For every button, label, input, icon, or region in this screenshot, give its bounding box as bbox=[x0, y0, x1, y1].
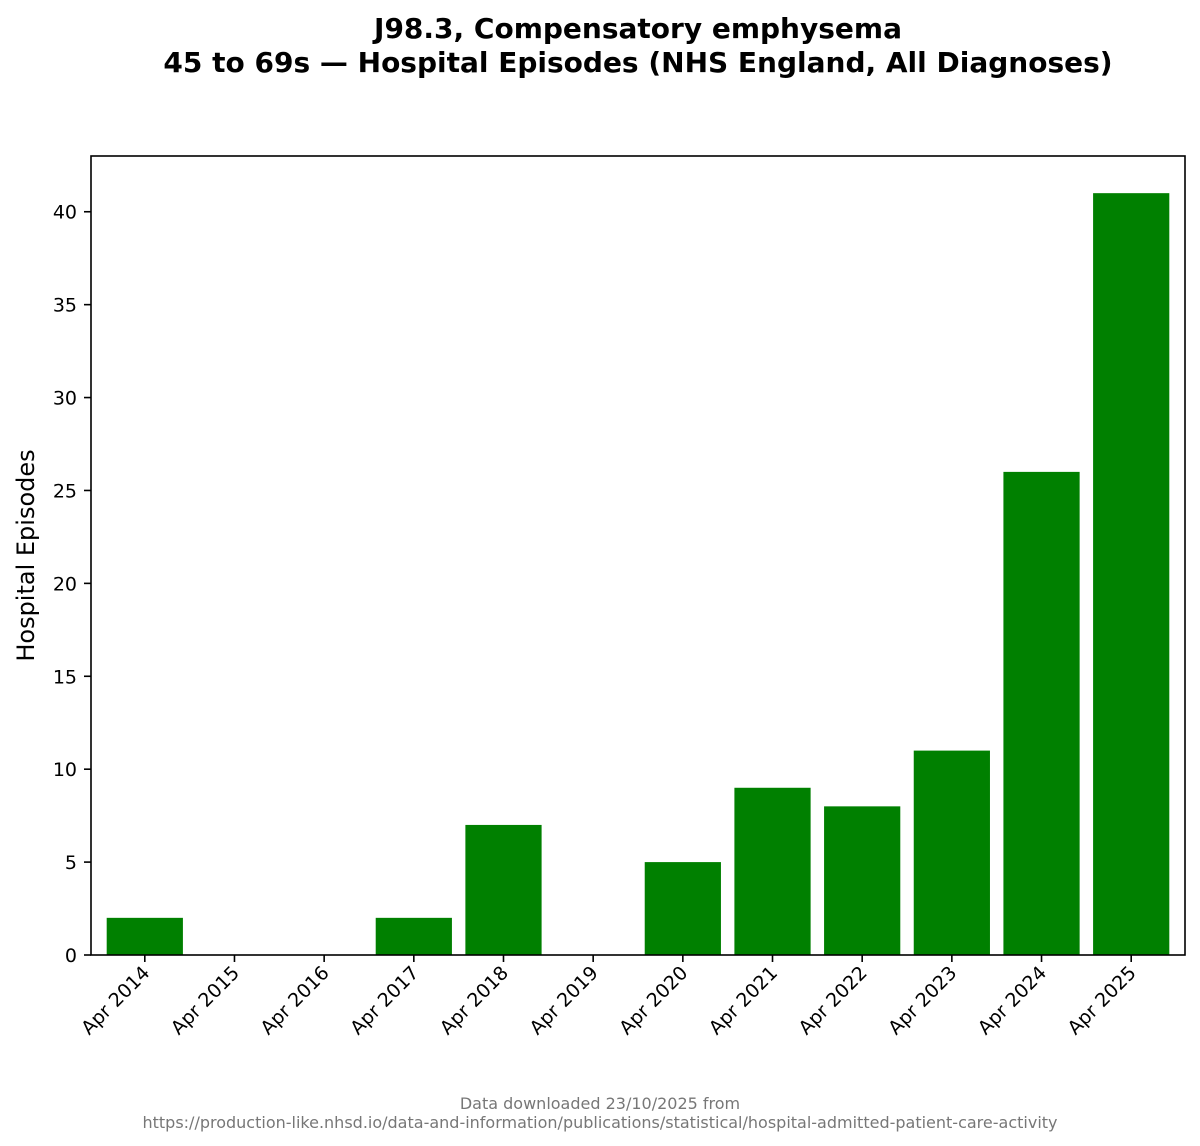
bars-group bbox=[106, 193, 1170, 956]
data-source-note: Data downloaded 23/10/2025 from https://… bbox=[0, 1094, 1200, 1132]
bar-apr-2014 bbox=[106, 917, 183, 955]
x-tick-label: Apr 2019 bbox=[525, 962, 602, 1039]
bar-apr-2022 bbox=[824, 806, 901, 955]
x-tick-label: Apr 2016 bbox=[256, 962, 333, 1039]
bar-apr-2025 bbox=[1093, 193, 1170, 956]
data-source-line-1: Data downloaded 23/10/2025 from bbox=[459, 1094, 741, 1113]
x-tick-label: Apr 2020 bbox=[615, 962, 692, 1039]
y-tick-label: 25 bbox=[53, 480, 77, 502]
data-source-url: https://production-like.nhsd.io/data-and… bbox=[142, 1113, 1058, 1132]
bar-apr-2021 bbox=[734, 787, 811, 955]
y-tick-label: 20 bbox=[53, 573, 77, 595]
x-tick-label: Apr 2018 bbox=[436, 962, 513, 1039]
x-tick-label: Apr 2025 bbox=[1063, 962, 1140, 1039]
y-tick-label: 35 bbox=[53, 295, 77, 317]
y-tick-label: 15 bbox=[53, 666, 77, 688]
chart-title-line-1: J98.3, Compensatory emphysema bbox=[374, 12, 902, 45]
plot-frame bbox=[90, 155, 1186, 956]
x-tick-label: Apr 2015 bbox=[167, 962, 244, 1039]
bar-apr-2024 bbox=[1003, 471, 1080, 955]
y-tick-label: 10 bbox=[53, 759, 77, 781]
x-tick-label: Apr 2017 bbox=[346, 962, 423, 1039]
chart-title: J98.3, Compensatory emphysema 45 to 69s … bbox=[0, 12, 1200, 80]
bar-apr-2017 bbox=[375, 917, 452, 955]
x-tick-label: Apr 2023 bbox=[884, 962, 961, 1039]
y-tick-label: 0 bbox=[65, 945, 77, 967]
x-tick-label: Apr 2022 bbox=[794, 962, 871, 1039]
x-tick-label: Apr 2024 bbox=[974, 962, 1051, 1039]
bar-apr-2018 bbox=[465, 824, 542, 955]
y-tick-label: 40 bbox=[53, 202, 77, 224]
chart-title-line-2: 45 to 69s — Hospital Episodes (NHS Engla… bbox=[163, 46, 1113, 79]
y-axis: 0 5 10 15 20 25 30 35 40 bbox=[53, 202, 91, 967]
y-tick-label: 30 bbox=[53, 388, 77, 410]
y-tick-label: 5 bbox=[65, 852, 77, 874]
x-tick-label: Apr 2014 bbox=[77, 962, 154, 1039]
x-axis: Apr 2014 Apr 2015 Apr 2016 Apr 2017 Apr 2018… bbox=[77, 955, 1141, 1039]
bar-apr-2020 bbox=[644, 862, 721, 955]
y-axis-label: Hospital Episodes bbox=[12, 449, 40, 661]
bar-apr-2023 bbox=[913, 750, 990, 955]
x-tick-label: Apr 2021 bbox=[705, 962, 782, 1039]
